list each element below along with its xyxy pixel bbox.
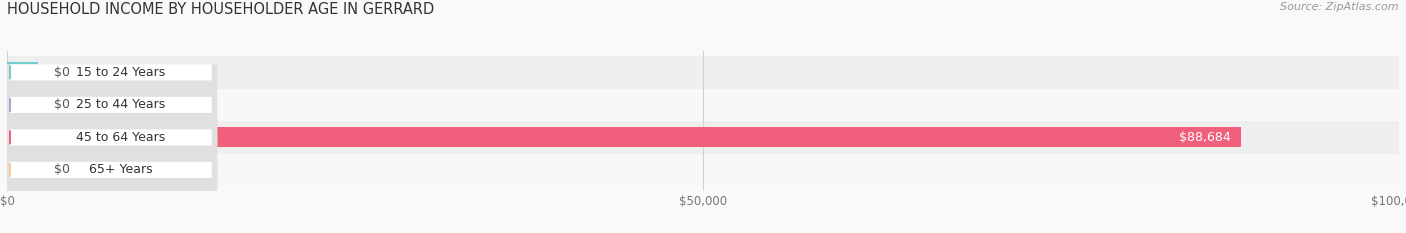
Bar: [7, 154, 1399, 186]
Text: 15 to 24 Years: 15 to 24 Years: [76, 66, 166, 79]
Text: $88,684: $88,684: [1178, 131, 1230, 144]
FancyBboxPatch shape: [10, 64, 212, 80]
FancyBboxPatch shape: [10, 162, 212, 178]
FancyBboxPatch shape: [4, 64, 217, 145]
Bar: [7, 127, 1241, 147]
FancyBboxPatch shape: [4, 162, 217, 233]
FancyBboxPatch shape: [10, 97, 212, 113]
Text: $0: $0: [55, 66, 70, 79]
FancyBboxPatch shape: [4, 129, 217, 210]
FancyBboxPatch shape: [10, 129, 212, 145]
Bar: [7, 89, 1399, 121]
Bar: [7, 160, 38, 180]
Bar: [7, 56, 1399, 89]
Bar: [7, 121, 1399, 154]
Text: $0: $0: [55, 163, 70, 176]
FancyBboxPatch shape: [4, 97, 217, 178]
Text: 25 to 44 Years: 25 to 44 Years: [76, 98, 166, 111]
Text: Source: ZipAtlas.com: Source: ZipAtlas.com: [1281, 2, 1399, 12]
Text: 45 to 64 Years: 45 to 64 Years: [76, 131, 166, 144]
Bar: [7, 62, 38, 82]
Text: HOUSEHOLD INCOME BY HOUSEHOLDER AGE IN GERRARD: HOUSEHOLD INCOME BY HOUSEHOLDER AGE IN G…: [7, 2, 434, 17]
Text: $0: $0: [55, 98, 70, 111]
Text: 65+ Years: 65+ Years: [89, 163, 153, 176]
Bar: [7, 95, 38, 115]
